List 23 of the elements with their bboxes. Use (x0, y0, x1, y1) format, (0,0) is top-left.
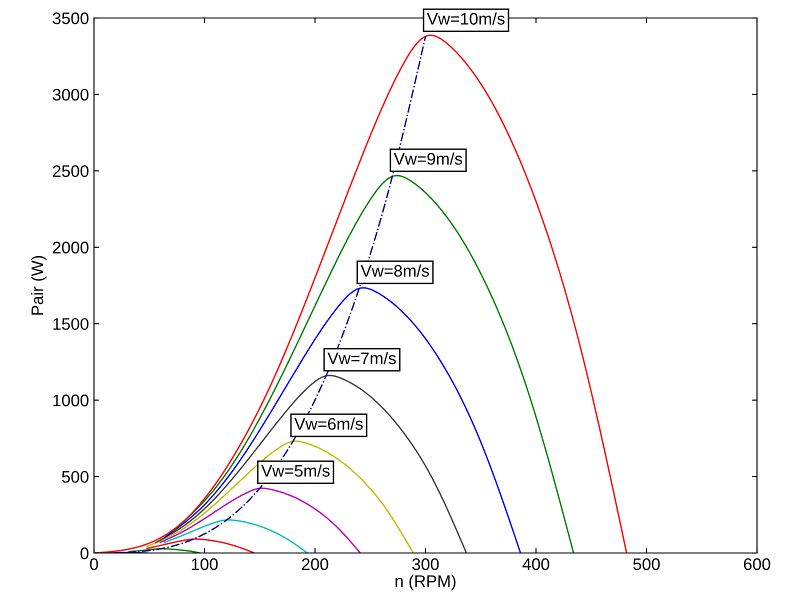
x-tick-label: 300 (412, 558, 439, 570)
y-tick-label: 3500 (52, 12, 88, 24)
y-tick-label: 1500 (53, 318, 88, 330)
y-axis-title: Pair (W) (30, 256, 47, 315)
x-axis-title: n (RPM) (396, 574, 456, 590)
annotation: Vw=10m/s (426, 12, 505, 25)
y-tick-label: 2500 (52, 165, 88, 178)
annotation: Vw=8m/s (360, 264, 429, 277)
x-tick-label: 200 (302, 558, 328, 570)
x-tick-label: 0 (90, 558, 98, 570)
y-tick-label: 0 (80, 547, 88, 560)
x-tick-label: 100 (192, 558, 218, 570)
annotation: Vw=6m/s (294, 418, 363, 430)
x-tick-label: 500 (633, 558, 660, 570)
y-tick-label: 500 (62, 470, 88, 483)
y-tick-label: 2000 (52, 242, 88, 254)
annotation: Vw=9m/s (394, 152, 462, 165)
annotation: Vw=5m/s (261, 464, 330, 477)
annotation: Vw=7m/s (328, 352, 396, 364)
x-tick-label: 600 (744, 558, 770, 570)
x-tick-label: 400 (522, 558, 550, 570)
y-tick-label: 1000 (53, 394, 88, 406)
y-tick-label: 3000 (52, 88, 88, 101)
